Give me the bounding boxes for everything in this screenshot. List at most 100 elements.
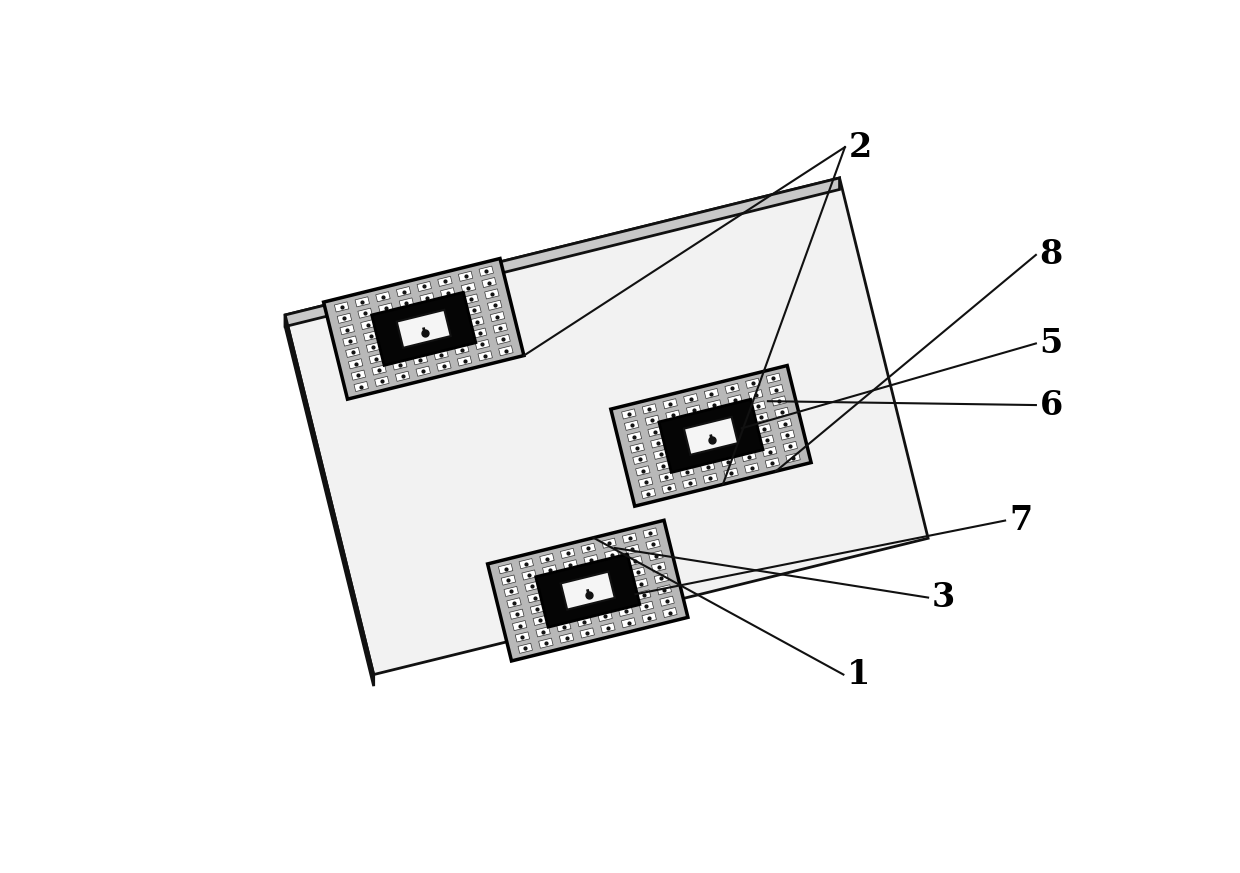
Polygon shape	[587, 566, 601, 576]
Polygon shape	[737, 429, 750, 439]
Text: 2: 2	[849, 131, 872, 163]
Polygon shape	[351, 370, 366, 381]
Polygon shape	[389, 348, 404, 359]
Polygon shape	[285, 178, 928, 675]
Polygon shape	[668, 422, 683, 431]
Polygon shape	[642, 613, 656, 622]
Polygon shape	[684, 417, 738, 455]
Polygon shape	[771, 395, 786, 406]
Polygon shape	[728, 395, 743, 405]
Text: 5: 5	[1040, 327, 1063, 360]
Polygon shape	[434, 349, 449, 360]
Text: 1: 1	[847, 658, 870, 691]
Polygon shape	[639, 478, 652, 487]
Polygon shape	[724, 468, 738, 478]
Polygon shape	[475, 340, 490, 349]
Polygon shape	[631, 567, 645, 577]
Polygon shape	[285, 178, 839, 327]
Polygon shape	[621, 618, 636, 628]
Polygon shape	[387, 337, 402, 347]
Polygon shape	[444, 299, 458, 309]
Polygon shape	[399, 298, 414, 308]
Polygon shape	[423, 304, 436, 314]
Polygon shape	[683, 394, 698, 403]
Polygon shape	[536, 554, 640, 627]
Polygon shape	[756, 423, 771, 434]
Polygon shape	[348, 359, 363, 368]
Polygon shape	[482, 278, 496, 287]
Polygon shape	[472, 328, 487, 338]
Polygon shape	[340, 325, 355, 334]
Polygon shape	[285, 315, 373, 686]
Text: 8: 8	[1040, 238, 1063, 272]
Polygon shape	[485, 289, 498, 299]
Polygon shape	[372, 292, 476, 366]
Polygon shape	[692, 428, 707, 437]
Polygon shape	[425, 315, 440, 326]
Polygon shape	[644, 528, 657, 538]
Polygon shape	[709, 411, 724, 422]
Polygon shape	[630, 443, 645, 453]
Polygon shape	[647, 427, 662, 436]
Polygon shape	[627, 431, 641, 442]
Polygon shape	[342, 336, 357, 346]
Polygon shape	[554, 610, 568, 621]
Polygon shape	[507, 598, 521, 608]
Polygon shape	[763, 446, 776, 457]
Polygon shape	[703, 473, 718, 484]
Polygon shape	[355, 297, 370, 307]
Polygon shape	[428, 327, 443, 337]
Polygon shape	[543, 565, 557, 575]
Polygon shape	[569, 582, 583, 593]
Polygon shape	[402, 309, 417, 320]
Polygon shape	[464, 294, 479, 304]
Polygon shape	[754, 412, 769, 423]
Polygon shape	[595, 600, 610, 610]
Polygon shape	[515, 632, 529, 642]
Polygon shape	[420, 292, 434, 303]
Polygon shape	[677, 456, 692, 465]
Polygon shape	[611, 366, 811, 506]
Polygon shape	[639, 601, 653, 611]
Polygon shape	[446, 311, 460, 320]
Polygon shape	[366, 342, 381, 353]
Polygon shape	[335, 302, 348, 312]
Polygon shape	[658, 399, 763, 472]
Polygon shape	[589, 577, 604, 588]
Polygon shape	[563, 560, 578, 570]
Polygon shape	[662, 608, 677, 617]
Polygon shape	[769, 384, 784, 395]
Polygon shape	[593, 588, 606, 599]
Polygon shape	[404, 320, 419, 331]
Polygon shape	[656, 461, 671, 471]
Polygon shape	[663, 399, 677, 409]
Polygon shape	[636, 465, 650, 476]
Text: 7: 7	[1009, 504, 1032, 537]
Polygon shape	[503, 587, 518, 596]
Polygon shape	[498, 564, 513, 574]
Polygon shape	[619, 607, 632, 616]
Polygon shape	[689, 416, 703, 426]
Polygon shape	[682, 478, 697, 488]
Polygon shape	[490, 312, 505, 321]
Polygon shape	[600, 622, 615, 633]
Polygon shape	[337, 313, 352, 323]
Polygon shape	[646, 540, 661, 549]
Polygon shape	[621, 409, 636, 419]
Polygon shape	[645, 416, 660, 425]
Polygon shape	[410, 343, 425, 354]
Polygon shape	[739, 440, 754, 450]
Polygon shape	[539, 553, 554, 564]
Polygon shape	[382, 314, 396, 325]
Polygon shape	[580, 628, 594, 638]
Polygon shape	[777, 418, 792, 429]
Polygon shape	[651, 438, 665, 448]
Polygon shape	[636, 590, 651, 600]
Polygon shape	[715, 434, 730, 444]
Polygon shape	[651, 562, 666, 572]
Polygon shape	[632, 454, 647, 464]
Polygon shape	[701, 462, 714, 472]
Polygon shape	[775, 407, 789, 417]
Polygon shape	[660, 596, 675, 606]
Polygon shape	[742, 451, 756, 462]
